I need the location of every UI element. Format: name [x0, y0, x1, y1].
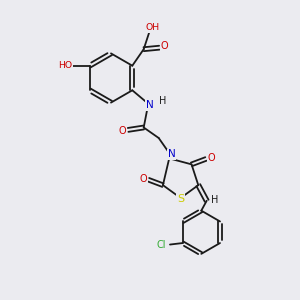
Text: OH: OH [146, 23, 160, 32]
Text: H: H [211, 195, 218, 205]
Text: O: O [208, 153, 215, 163]
Text: Cl: Cl [157, 240, 166, 250]
Text: N: N [146, 100, 154, 110]
Text: O: O [161, 41, 169, 52]
Text: O: O [119, 126, 127, 136]
Text: HO: HO [58, 61, 72, 70]
Text: S: S [177, 194, 184, 204]
Text: N: N [168, 149, 176, 160]
Text: H: H [159, 96, 166, 106]
Text: O: O [139, 173, 147, 184]
